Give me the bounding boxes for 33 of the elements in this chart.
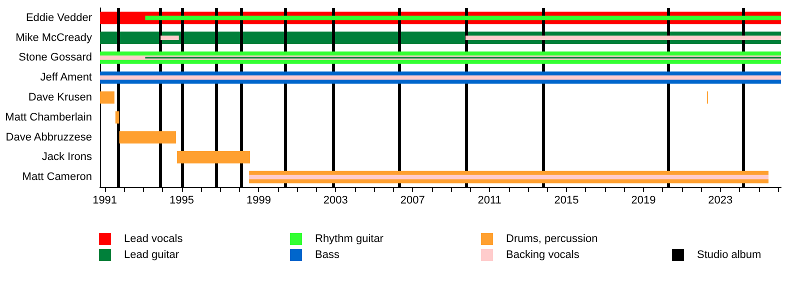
x-tick-label: 1999 xyxy=(246,194,271,206)
bar xyxy=(100,91,114,104)
x-tick-label: 1995 xyxy=(170,194,194,206)
y-tick-label: Dave Abbruzzese xyxy=(6,131,92,144)
y-tick-label: Matt Chamberlain xyxy=(5,111,92,124)
legend-label: Rhythm guitar xyxy=(315,233,384,245)
y-tick-label: Jack Irons xyxy=(42,151,92,164)
y-tick-label: Mike McCready xyxy=(16,32,92,44)
y-tick-label: Eddie Vedder xyxy=(26,12,92,24)
bar xyxy=(176,151,250,164)
bar xyxy=(249,174,768,180)
x-tick-label: 1991 xyxy=(92,194,118,206)
y-tick-label: Jeff Ament xyxy=(40,72,92,84)
y-tick-label: Stone Gossard xyxy=(18,52,92,64)
x-tick-label: 2007 xyxy=(400,194,425,206)
y-tick-label: Dave Krusen xyxy=(28,92,92,104)
legend-label: Drums, percussion xyxy=(506,233,598,245)
bar xyxy=(466,36,781,40)
bar xyxy=(119,131,176,144)
x-tick-label: 2003 xyxy=(323,194,348,206)
x-tick-label: 2023 xyxy=(708,194,733,206)
x-tick-label: 2019 xyxy=(631,194,656,206)
bar xyxy=(160,36,179,40)
legend-label: Lead vocals xyxy=(124,233,184,245)
x-tick-label: 2015 xyxy=(554,194,579,206)
x-tick-label: 2011 xyxy=(478,194,502,206)
legend-label: Studio album xyxy=(697,249,762,261)
legend-label: Lead guitar xyxy=(124,249,180,261)
bar xyxy=(115,111,120,124)
legend-label: Bass xyxy=(315,249,340,261)
bar xyxy=(100,75,781,80)
y-tick-label: Matt Cameron xyxy=(22,171,92,184)
legend-label: Backing vocals xyxy=(506,249,580,261)
